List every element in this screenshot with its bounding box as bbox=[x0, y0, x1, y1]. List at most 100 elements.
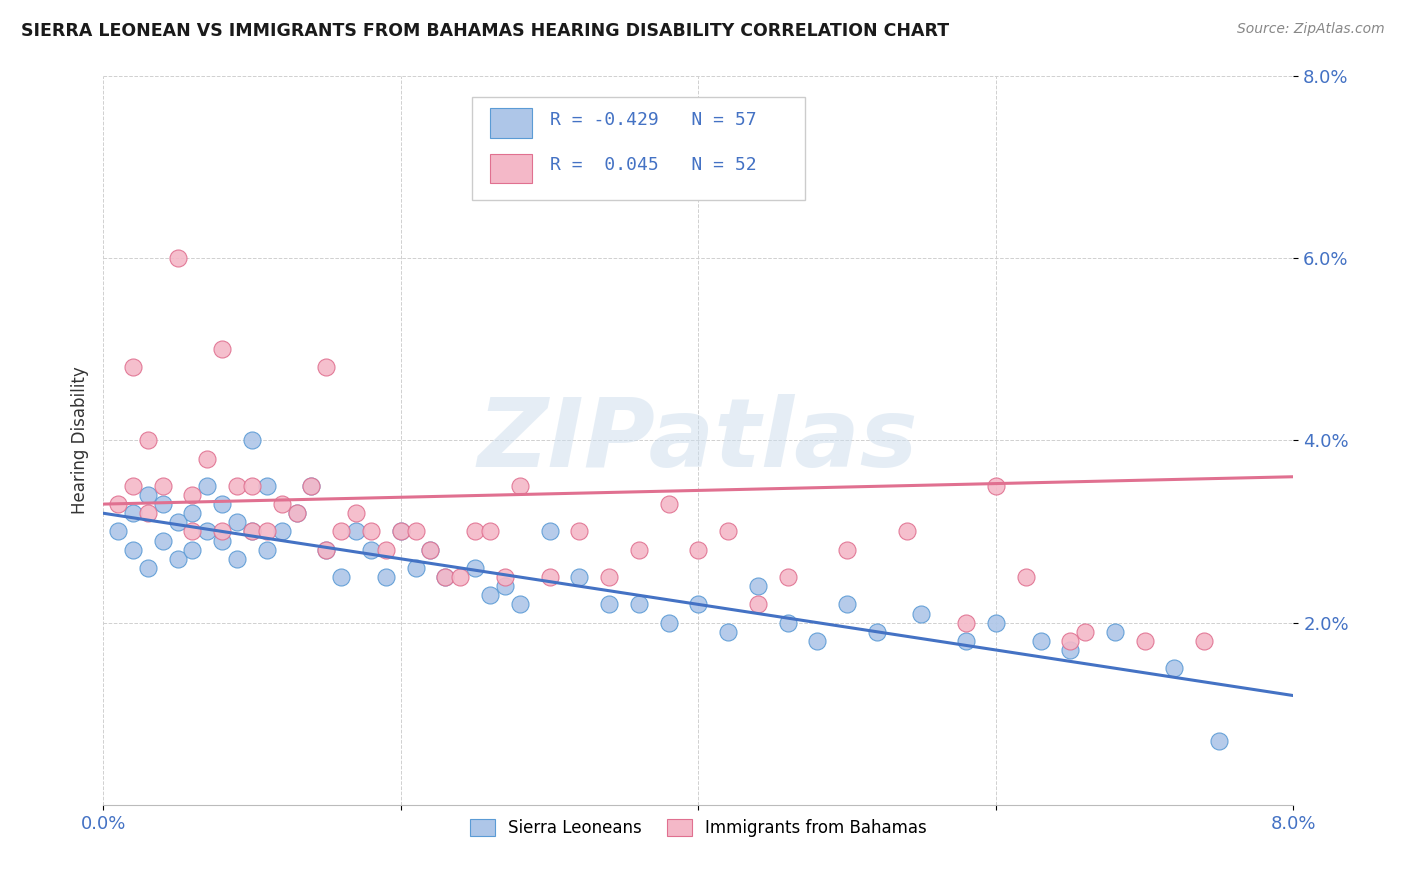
Point bbox=[226, 479, 249, 493]
Point bbox=[494, 570, 516, 584]
Point bbox=[240, 524, 263, 539]
Point bbox=[657, 497, 679, 511]
Point bbox=[122, 542, 145, 557]
Point bbox=[955, 633, 977, 648]
Point bbox=[270, 497, 292, 511]
Point bbox=[538, 570, 561, 584]
Y-axis label: Hearing Disability: Hearing Disability bbox=[72, 367, 89, 514]
Point bbox=[627, 542, 650, 557]
Point bbox=[301, 479, 323, 493]
Point bbox=[866, 624, 889, 639]
Point bbox=[240, 434, 263, 448]
Point bbox=[152, 497, 174, 511]
Point bbox=[776, 570, 799, 584]
Point bbox=[226, 516, 249, 530]
Point bbox=[211, 342, 233, 356]
Point bbox=[1014, 570, 1036, 584]
Point bbox=[1074, 624, 1097, 639]
Point bbox=[688, 542, 710, 557]
Point bbox=[910, 607, 932, 621]
Point bbox=[1208, 734, 1230, 748]
Point bbox=[449, 570, 471, 584]
Point bbox=[195, 451, 218, 466]
Point bbox=[568, 524, 591, 539]
Point bbox=[195, 524, 218, 539]
Point bbox=[464, 524, 486, 539]
Point bbox=[315, 542, 337, 557]
Point bbox=[835, 598, 858, 612]
Point bbox=[1163, 661, 1185, 675]
Point bbox=[509, 479, 531, 493]
Point bbox=[1059, 643, 1081, 657]
Point bbox=[122, 506, 145, 520]
Point bbox=[344, 524, 367, 539]
Bar bbox=[489, 154, 531, 184]
Point bbox=[240, 479, 263, 493]
Point bbox=[717, 624, 740, 639]
Point bbox=[122, 479, 145, 493]
Text: Source: ZipAtlas.com: Source: ZipAtlas.com bbox=[1237, 22, 1385, 37]
Point bbox=[494, 579, 516, 593]
Point bbox=[285, 506, 308, 520]
Text: SIERRA LEONEAN VS IMMIGRANTS FROM BAHAMAS HEARING DISABILITY CORRELATION CHART: SIERRA LEONEAN VS IMMIGRANTS FROM BAHAMA… bbox=[21, 22, 949, 40]
Point bbox=[478, 588, 501, 602]
Point bbox=[256, 542, 278, 557]
Point bbox=[538, 524, 561, 539]
Point bbox=[984, 479, 1007, 493]
Point bbox=[419, 542, 441, 557]
Point bbox=[136, 506, 159, 520]
Point bbox=[747, 598, 769, 612]
Bar bbox=[489, 108, 531, 137]
Point bbox=[181, 524, 204, 539]
Point bbox=[419, 542, 441, 557]
Point bbox=[152, 533, 174, 548]
Point bbox=[330, 570, 353, 584]
Point bbox=[136, 434, 159, 448]
Point bbox=[747, 579, 769, 593]
Point bbox=[1029, 633, 1052, 648]
Point bbox=[181, 542, 204, 557]
Point bbox=[256, 479, 278, 493]
Point bbox=[256, 524, 278, 539]
Point bbox=[627, 598, 650, 612]
Point bbox=[315, 542, 337, 557]
Point bbox=[835, 542, 858, 557]
Point bbox=[122, 360, 145, 375]
Point bbox=[270, 524, 292, 539]
Point bbox=[374, 542, 396, 557]
Point bbox=[344, 506, 367, 520]
Point bbox=[166, 251, 188, 265]
Point bbox=[374, 570, 396, 584]
Point bbox=[211, 524, 233, 539]
Point bbox=[166, 516, 188, 530]
Point bbox=[107, 497, 129, 511]
Legend: Sierra Leoneans, Immigrants from Bahamas: Sierra Leoneans, Immigrants from Bahamas bbox=[463, 813, 934, 844]
Point bbox=[717, 524, 740, 539]
Point bbox=[1059, 633, 1081, 648]
FancyBboxPatch shape bbox=[472, 97, 806, 200]
Point bbox=[688, 598, 710, 612]
Text: R = -0.429   N = 57: R = -0.429 N = 57 bbox=[550, 111, 756, 128]
Point bbox=[152, 479, 174, 493]
Point bbox=[434, 570, 457, 584]
Point bbox=[776, 615, 799, 630]
Point bbox=[598, 598, 620, 612]
Point bbox=[136, 488, 159, 502]
Point bbox=[226, 551, 249, 566]
Point bbox=[389, 524, 412, 539]
Point bbox=[434, 570, 457, 584]
Text: R =  0.045   N = 52: R = 0.045 N = 52 bbox=[550, 156, 756, 174]
Point bbox=[211, 497, 233, 511]
Point bbox=[1192, 633, 1215, 648]
Point bbox=[285, 506, 308, 520]
Text: ZIPatlas: ZIPatlas bbox=[478, 393, 918, 487]
Point bbox=[211, 533, 233, 548]
Point bbox=[657, 615, 679, 630]
Point bbox=[360, 542, 382, 557]
Point bbox=[806, 633, 828, 648]
Point bbox=[136, 561, 159, 575]
Point bbox=[240, 524, 263, 539]
Point bbox=[896, 524, 918, 539]
Point bbox=[107, 524, 129, 539]
Point bbox=[405, 524, 427, 539]
